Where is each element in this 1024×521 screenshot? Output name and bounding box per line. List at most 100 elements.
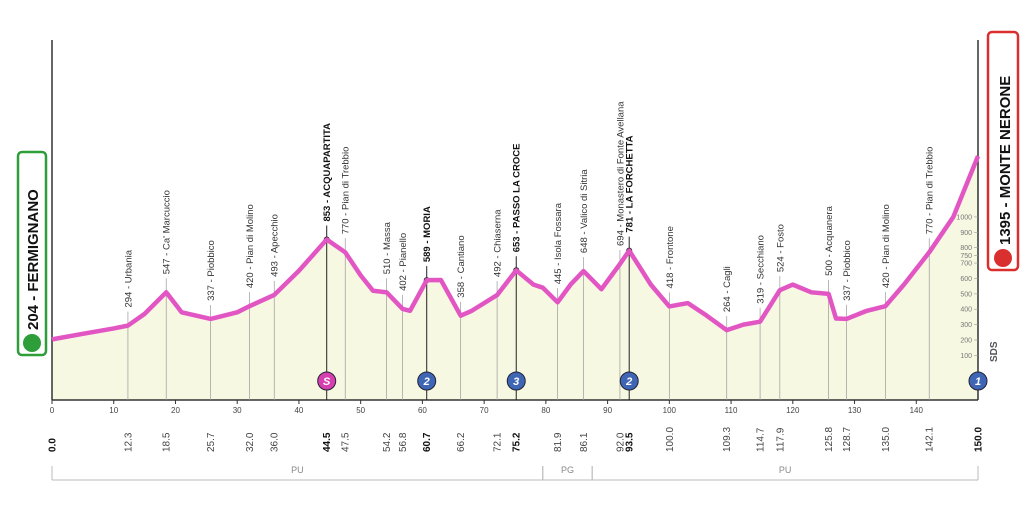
waypoint-label: 294 - Urbania bbox=[123, 249, 134, 307]
waypoint-label: 770 - Pian di Trebbio bbox=[925, 147, 936, 235]
waypoint-km: 12.3 bbox=[123, 432, 134, 452]
y-tick-label: 500 bbox=[960, 291, 972, 298]
x-tick-label: 10 bbox=[109, 406, 118, 415]
x-tick-label: 70 bbox=[480, 406, 489, 415]
y-tick-label: 800 bbox=[960, 245, 972, 252]
section-label: PU bbox=[291, 465, 304, 475]
waypoint-label: 358 - Cantiano bbox=[456, 235, 467, 297]
waypoint-km: 93.5 bbox=[625, 432, 636, 452]
start-box bbox=[16, 150, 48, 357]
waypoint-label: 694 - Monastero di Fonte Avellana bbox=[615, 101, 626, 246]
climb-category: S bbox=[323, 376, 331, 388]
climb-badge bbox=[619, 371, 639, 391]
waypoint-km: 125.8 bbox=[824, 427, 835, 452]
waypoint-km: 75.2 bbox=[512, 432, 523, 452]
x-tick-label: 130 bbox=[848, 406, 862, 415]
profile-line bbox=[51, 155, 981, 342]
waypoint-km: 56.8 bbox=[398, 432, 409, 452]
waypoint-km: 150.0 bbox=[974, 427, 985, 452]
x-tick-label: 30 bbox=[233, 406, 242, 415]
start-label: 204 - FERMIGNANO bbox=[25, 189, 42, 330]
waypoint-label: 524 - Fosto bbox=[775, 224, 786, 272]
climb-category: 2 bbox=[423, 376, 430, 388]
waypoint-km: 60.7 bbox=[422, 432, 433, 452]
x-tick-label: 60 bbox=[418, 406, 427, 415]
waypoint-label: 589 - MORIA bbox=[422, 206, 433, 262]
waypoint-km: 44.5 bbox=[322, 432, 333, 452]
x-tick-label: 90 bbox=[603, 406, 612, 415]
climb-badge bbox=[968, 371, 988, 391]
waypoint-km: 114.7 bbox=[756, 427, 767, 452]
x-tick-label: 100 bbox=[663, 406, 677, 415]
climb-category: 3 bbox=[513, 376, 519, 388]
y-tick-label: 400 bbox=[960, 307, 972, 314]
waypoint-label: 770 - Pian di Trebbio bbox=[341, 147, 352, 235]
waypoint-label: 510 - Massa bbox=[382, 221, 393, 274]
climb-badge bbox=[317, 371, 337, 391]
climb-badge bbox=[506, 371, 526, 391]
waypoint-label: 319 - Secchiano bbox=[756, 235, 767, 304]
waypoint-label: 781 - LA FORCHETTA bbox=[625, 135, 636, 232]
waypoint-km: 66.2 bbox=[456, 432, 467, 452]
waypoint-label: 492 - Chiaserna bbox=[493, 209, 504, 277]
waypoint-km: 54.2 bbox=[382, 432, 393, 452]
y-tick-label: 200 bbox=[960, 338, 972, 345]
y-tick-label: 100 bbox=[960, 353, 972, 360]
x-tick-label: 120 bbox=[786, 406, 800, 415]
waypoint-km: 128.7 bbox=[842, 427, 853, 452]
waypoint-km: 18.5 bbox=[162, 432, 173, 452]
waypoint-label: 418 - Frontone bbox=[665, 226, 676, 288]
waypoint-label: 264 - Cagli bbox=[722, 266, 733, 312]
x-tick-label: 110 bbox=[725, 406, 738, 415]
finish-box bbox=[986, 30, 1020, 272]
waypoint-km: 0.0 bbox=[48, 438, 59, 452]
x-tick-label: 50 bbox=[356, 406, 365, 415]
waypoint-label: 547 - Ca' Marcuccio bbox=[162, 190, 173, 274]
waypoint-label: 337 - Piobbico bbox=[842, 240, 853, 301]
waypoint-km: 100.0 bbox=[665, 427, 676, 452]
y-tick-label: 1000 bbox=[956, 214, 972, 221]
waypoint-km: 135.0 bbox=[881, 427, 892, 452]
start-icon bbox=[23, 334, 41, 352]
waypoint-label: 445 - Isola Fossara bbox=[553, 202, 564, 284]
y-tick-label: 300 bbox=[960, 322, 972, 329]
logo: SDS bbox=[989, 341, 1000, 362]
climb-badge bbox=[417, 371, 437, 391]
waypoint-km: 142.1 bbox=[925, 427, 936, 452]
waypoint-km: 32.0 bbox=[245, 432, 256, 452]
x-tick-label: 40 bbox=[294, 406, 303, 415]
waypoint-label: 853 - ACQUAPARTITA bbox=[322, 123, 333, 222]
waypoint-km: 47.5 bbox=[341, 432, 352, 452]
waypoint-label: 420 - Pian di Molino bbox=[245, 204, 256, 288]
section-label: PU bbox=[779, 465, 792, 475]
y-tick-label: 700 bbox=[960, 261, 972, 268]
waypoint-label: 500 - Acquanera bbox=[824, 205, 835, 275]
x-tick-label: 140 bbox=[910, 406, 924, 415]
y-tick-label: 900 bbox=[960, 230, 972, 237]
waypoint-km: 86.1 bbox=[579, 432, 590, 452]
waypoint-label: 337 - Piobbico bbox=[206, 240, 217, 301]
area-fill bbox=[52, 156, 978, 400]
finish-label: 1395 - MONTE NERONE bbox=[997, 76, 1014, 245]
finish-icon bbox=[994, 249, 1012, 267]
waypoint-km: 109.3 bbox=[722, 427, 733, 452]
waypoint-label: 653 - PASSO LA CROCE bbox=[512, 144, 523, 253]
x-tick-label: 0 bbox=[50, 406, 55, 415]
climb-category: 2 bbox=[625, 376, 632, 388]
waypoint-label: 493 - Apecchio bbox=[270, 214, 281, 277]
waypoint-km: 117.9 bbox=[775, 427, 786, 452]
waypoint-label: 420 - Pian di Molino bbox=[881, 204, 892, 288]
y-tick-label: 600 bbox=[960, 276, 972, 283]
waypoint-km: 36.0 bbox=[270, 432, 281, 452]
waypoint-km: 72.1 bbox=[493, 432, 504, 452]
x-tick-label: 80 bbox=[541, 406, 550, 415]
waypoint-km: 92.0 bbox=[615, 432, 626, 452]
y-tick-label: 750 bbox=[960, 253, 972, 260]
climb-category: 1 bbox=[975, 376, 981, 388]
waypoint-km: 81.9 bbox=[553, 432, 564, 452]
waypoint-km: 25.7 bbox=[206, 432, 217, 452]
section-label: PG bbox=[561, 465, 574, 475]
waypoint-label: 402 - Pianello bbox=[398, 233, 409, 291]
waypoint-label: 648 - Valico di Sitria bbox=[579, 169, 590, 253]
